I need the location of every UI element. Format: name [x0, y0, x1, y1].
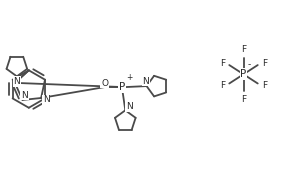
Text: P: P — [119, 82, 126, 92]
Text: F: F — [262, 59, 267, 68]
Text: +: + — [126, 73, 133, 82]
Text: N: N — [126, 102, 133, 111]
Text: N: N — [142, 77, 149, 86]
Text: N: N — [13, 77, 20, 86]
Text: N: N — [43, 95, 49, 105]
Text: F: F — [241, 45, 246, 54]
Text: P: P — [240, 69, 247, 79]
Text: F: F — [262, 81, 267, 90]
Text: N: N — [21, 91, 28, 100]
Text: F: F — [220, 59, 225, 68]
Text: F: F — [220, 81, 225, 90]
Text: -: - — [247, 60, 251, 69]
Text: O: O — [101, 79, 108, 88]
Text: F: F — [241, 95, 246, 104]
